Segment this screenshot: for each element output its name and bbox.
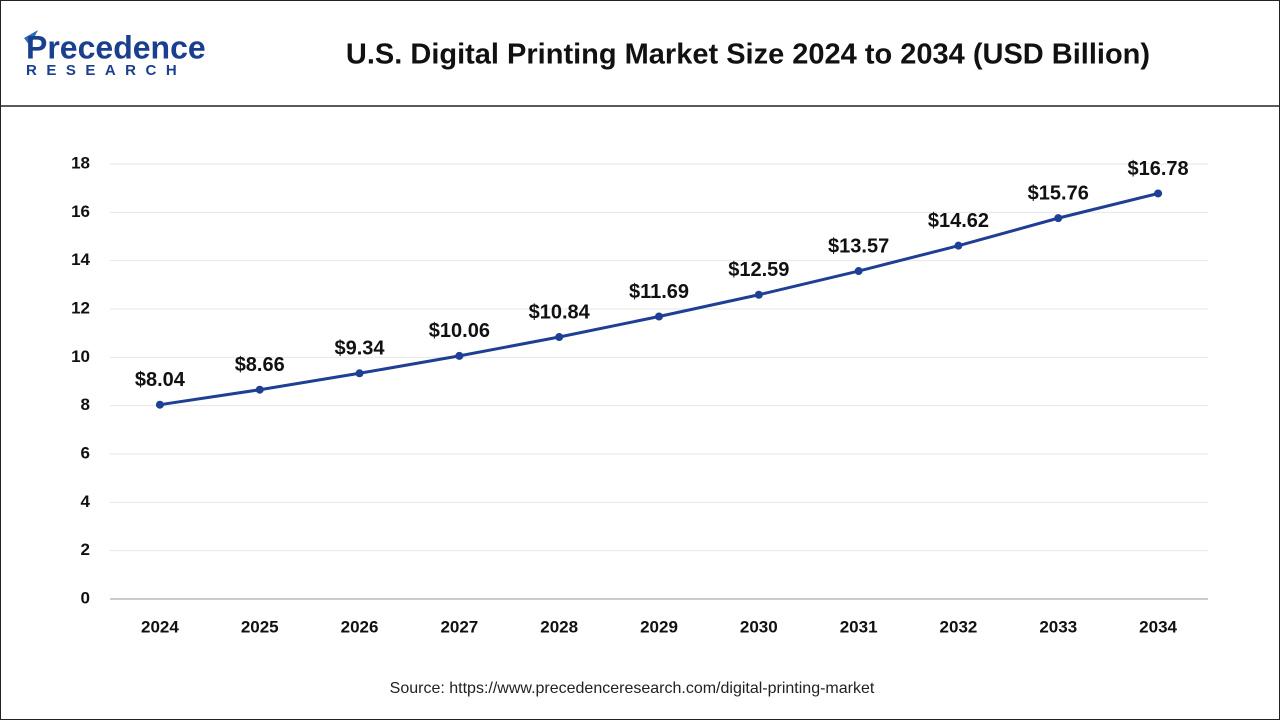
value-label: $8.04: [135, 369, 186, 391]
x-tick-label: 2031: [840, 617, 878, 636]
logo: Precedence RESEARCH: [24, 29, 206, 79]
x-tick-label: 2034: [1139, 617, 1177, 636]
logo-name: Precedence: [26, 29, 206, 65]
value-label: $13.57: [828, 235, 889, 257]
data-point: [1054, 214, 1063, 223]
y-tick-label: 8: [81, 395, 90, 414]
value-label: $12.59: [728, 259, 789, 281]
x-tick-label: 2025: [241, 617, 279, 636]
data-point: [754, 290, 763, 299]
x-tick-label: 2029: [640, 617, 678, 636]
y-tick-label: 12: [71, 298, 90, 317]
value-label: $16.78: [1128, 158, 1189, 180]
data-point: [555, 333, 564, 342]
data-point: [1154, 189, 1163, 198]
value-label: $10.84: [529, 301, 591, 323]
x-tick-label: 2033: [1039, 617, 1077, 636]
y-tick-label: 2: [81, 540, 90, 559]
value-label: $14.62: [928, 210, 989, 232]
data-point: [854, 267, 863, 276]
logo-tagline: RESEARCH: [26, 62, 186, 79]
data-point: [655, 312, 663, 321]
y-tick-label: 14: [71, 250, 90, 269]
x-tick-label: 2027: [440, 617, 478, 636]
value-label: $15.76: [1028, 182, 1089, 204]
data-point: [954, 241, 963, 250]
x-tick-label: 2030: [740, 617, 778, 636]
y-tick-label: 6: [81, 443, 90, 462]
data-point: [455, 351, 464, 360]
value-label: $8.66: [235, 354, 285, 376]
data-point: [355, 369, 364, 378]
data-point: [255, 385, 264, 394]
value-label: $11.69: [629, 281, 689, 303]
y-tick-label: 10: [71, 347, 90, 366]
x-tick-label: 2028: [540, 617, 578, 636]
value-label: $10.06: [429, 320, 490, 342]
y-tick-label: 18: [71, 153, 90, 172]
chart-title: U.S. Digital Printing Market Size 2024 t…: [346, 39, 1150, 71]
y-tick-label: 4: [81, 492, 91, 511]
x-tick-label: 2032: [940, 617, 978, 636]
source-note: Source: https://www.precedenceresearch.c…: [390, 680, 875, 697]
x-tick-label: 2024: [141, 617, 179, 636]
y-tick-label: 16: [71, 202, 90, 221]
data-point: [155, 400, 164, 409]
y-tick-label: 0: [81, 588, 90, 607]
value-label: $9.34: [335, 338, 386, 360]
x-tick-label: 2026: [341, 617, 379, 636]
logo-leaf: [24, 30, 38, 46]
